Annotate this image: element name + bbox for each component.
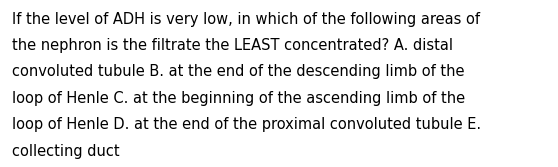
Text: If the level of ADH is very low, in which of the following areas of: If the level of ADH is very low, in whic… <box>12 12 480 27</box>
Text: convoluted tubule B. at the end of the descending limb of the: convoluted tubule B. at the end of the d… <box>12 64 465 79</box>
Text: loop of Henle C. at the beginning of the ascending limb of the: loop of Henle C. at the beginning of the… <box>12 91 465 106</box>
Text: the nephron is the filtrate the LEAST concentrated? A. distal: the nephron is the filtrate the LEAST co… <box>12 38 453 53</box>
Text: collecting duct: collecting duct <box>12 144 120 159</box>
Text: loop of Henle D. at the end of the proximal convoluted tubule E.: loop of Henle D. at the end of the proxi… <box>12 117 482 132</box>
